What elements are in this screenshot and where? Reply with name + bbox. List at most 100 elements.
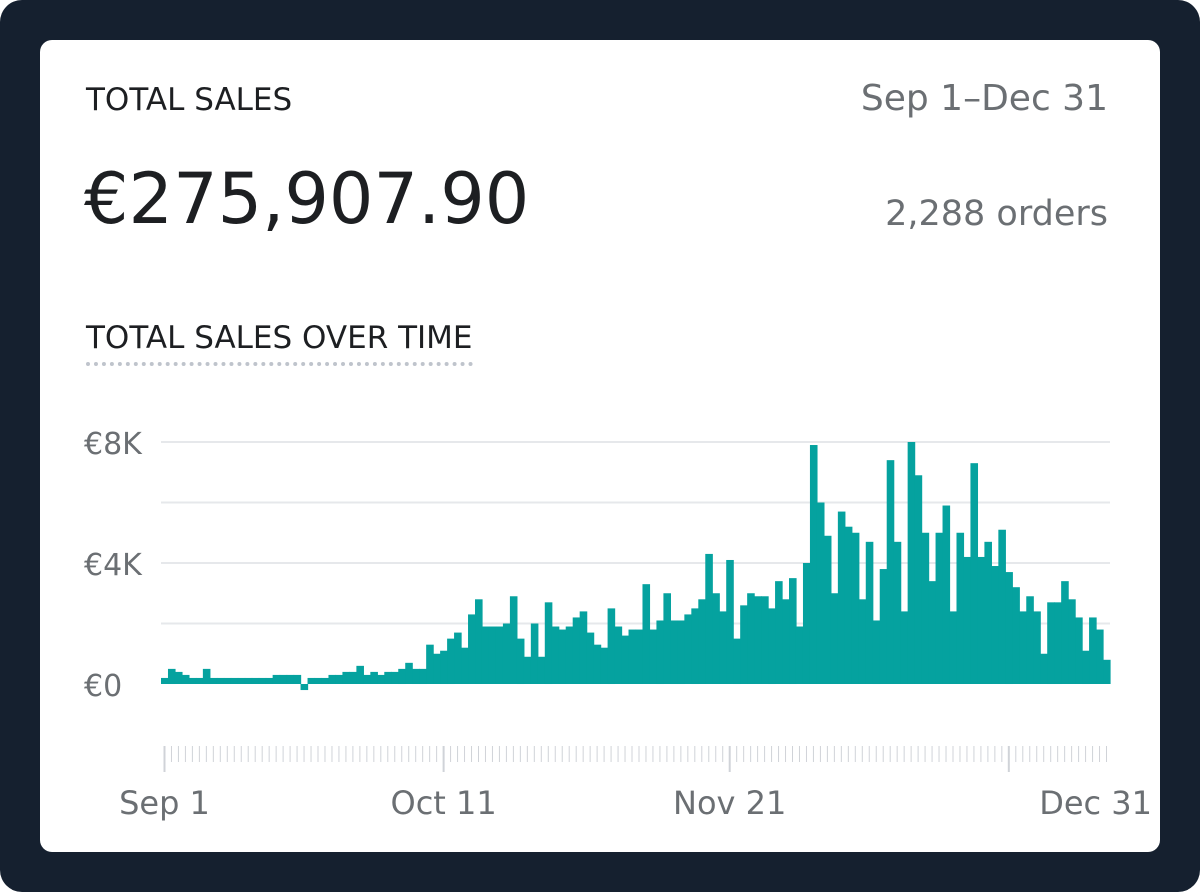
bar [251, 677, 260, 684]
bar [481, 626, 490, 684]
bar [802, 563, 811, 684]
bar [684, 614, 692, 684]
bar [216, 677, 225, 684]
bar [1089, 617, 1097, 684]
bar [900, 611, 909, 684]
bar [677, 620, 685, 685]
bar [886, 460, 895, 684]
bar [356, 665, 364, 684]
chart-title[interactable]: TOTAL SALES OVER TIME [86, 320, 473, 366]
bar [293, 674, 302, 684]
bar [830, 593, 839, 684]
bar [1054, 602, 1062, 685]
bar [775, 581, 783, 684]
x-tick-label: Dec 31 [1039, 784, 1152, 822]
bar [1082, 650, 1090, 685]
bar [530, 623, 539, 684]
bar [621, 635, 630, 684]
bar [865, 541, 874, 684]
bar [795, 626, 804, 684]
bar [314, 677, 323, 684]
bar [258, 677, 267, 684]
bar [586, 632, 595, 684]
bar [167, 668, 176, 685]
bar [733, 638, 741, 685]
bar [188, 677, 197, 684]
bar [1012, 587, 1020, 684]
bar [516, 638, 525, 685]
bar [998, 529, 1006, 684]
bar [719, 611, 727, 684]
bar [223, 677, 232, 684]
bar [1103, 659, 1111, 684]
bar [761, 596, 769, 684]
bar [837, 511, 846, 684]
bar [461, 647, 469, 684]
bar [209, 677, 218, 684]
bar [391, 671, 399, 684]
bar [523, 656, 532, 684]
bar [726, 559, 734, 684]
bar [600, 647, 609, 684]
bar [928, 581, 937, 684]
bar [879, 569, 888, 684]
x-tick-label: Oct 11 [391, 784, 497, 822]
bar [161, 677, 169, 684]
bar [1075, 617, 1083, 684]
bar [551, 626, 560, 684]
y-tick-label: €0 [84, 669, 122, 704]
x-axis: Sep 1 Oct 11 Nov 21 Dec 31 [119, 746, 1152, 822]
bar [921, 532, 930, 684]
bar [579, 611, 588, 684]
x-tick-label: Sep 1 [119, 784, 210, 822]
bar [670, 620, 678, 685]
bar [1061, 581, 1069, 684]
bar [174, 671, 183, 684]
bar [656, 620, 665, 685]
bar [907, 442, 916, 684]
bar [789, 578, 797, 685]
bar [509, 596, 518, 684]
bar [398, 668, 406, 685]
card-title: TOTAL SALES [86, 82, 293, 118]
bar [363, 674, 371, 684]
bar [628, 629, 637, 684]
x-tick-label: Nov 21 [673, 784, 786, 822]
y-tick-label: €8K [84, 427, 143, 462]
bar [300, 684, 309, 691]
gridlines [161, 441, 1110, 625]
bar [426, 644, 434, 684]
bar [321, 677, 330, 684]
bar [949, 611, 958, 684]
bar [970, 463, 979, 684]
bar [809, 445, 818, 684]
bar [279, 674, 288, 684]
date-range: Sep 1–Dec 31 [860, 78, 1108, 119]
bar [649, 629, 658, 684]
bar [384, 671, 392, 684]
bar [858, 599, 867, 684]
bar [768, 608, 776, 685]
bar [1068, 599, 1076, 684]
bar [642, 584, 651, 684]
bar [272, 674, 281, 684]
bar [558, 629, 567, 684]
bar [1096, 629, 1104, 684]
bar [893, 541, 902, 684]
bar [454, 632, 462, 684]
bar [433, 653, 441, 684]
bar [593, 644, 602, 684]
total-sales-card: TOTAL SALES Sep 1–Dec 31 €275,907.90 2,2… [40, 40, 1160, 852]
bar [440, 650, 448, 685]
bar [377, 674, 385, 684]
y-tick-label: €4K [84, 548, 143, 583]
sales-over-time-chart: €0 €4K €8K Sep 1 Oct 11 Nov 21 Dec 31 [84, 427, 1152, 822]
total-sales-value: €275,907.90 [84, 158, 530, 240]
bar [1005, 572, 1013, 685]
bar [851, 532, 860, 684]
orders-count: 2,288 orders [885, 194, 1108, 234]
bar [202, 668, 211, 685]
bar [614, 626, 623, 684]
bar [942, 505, 951, 684]
bar [286, 674, 295, 684]
